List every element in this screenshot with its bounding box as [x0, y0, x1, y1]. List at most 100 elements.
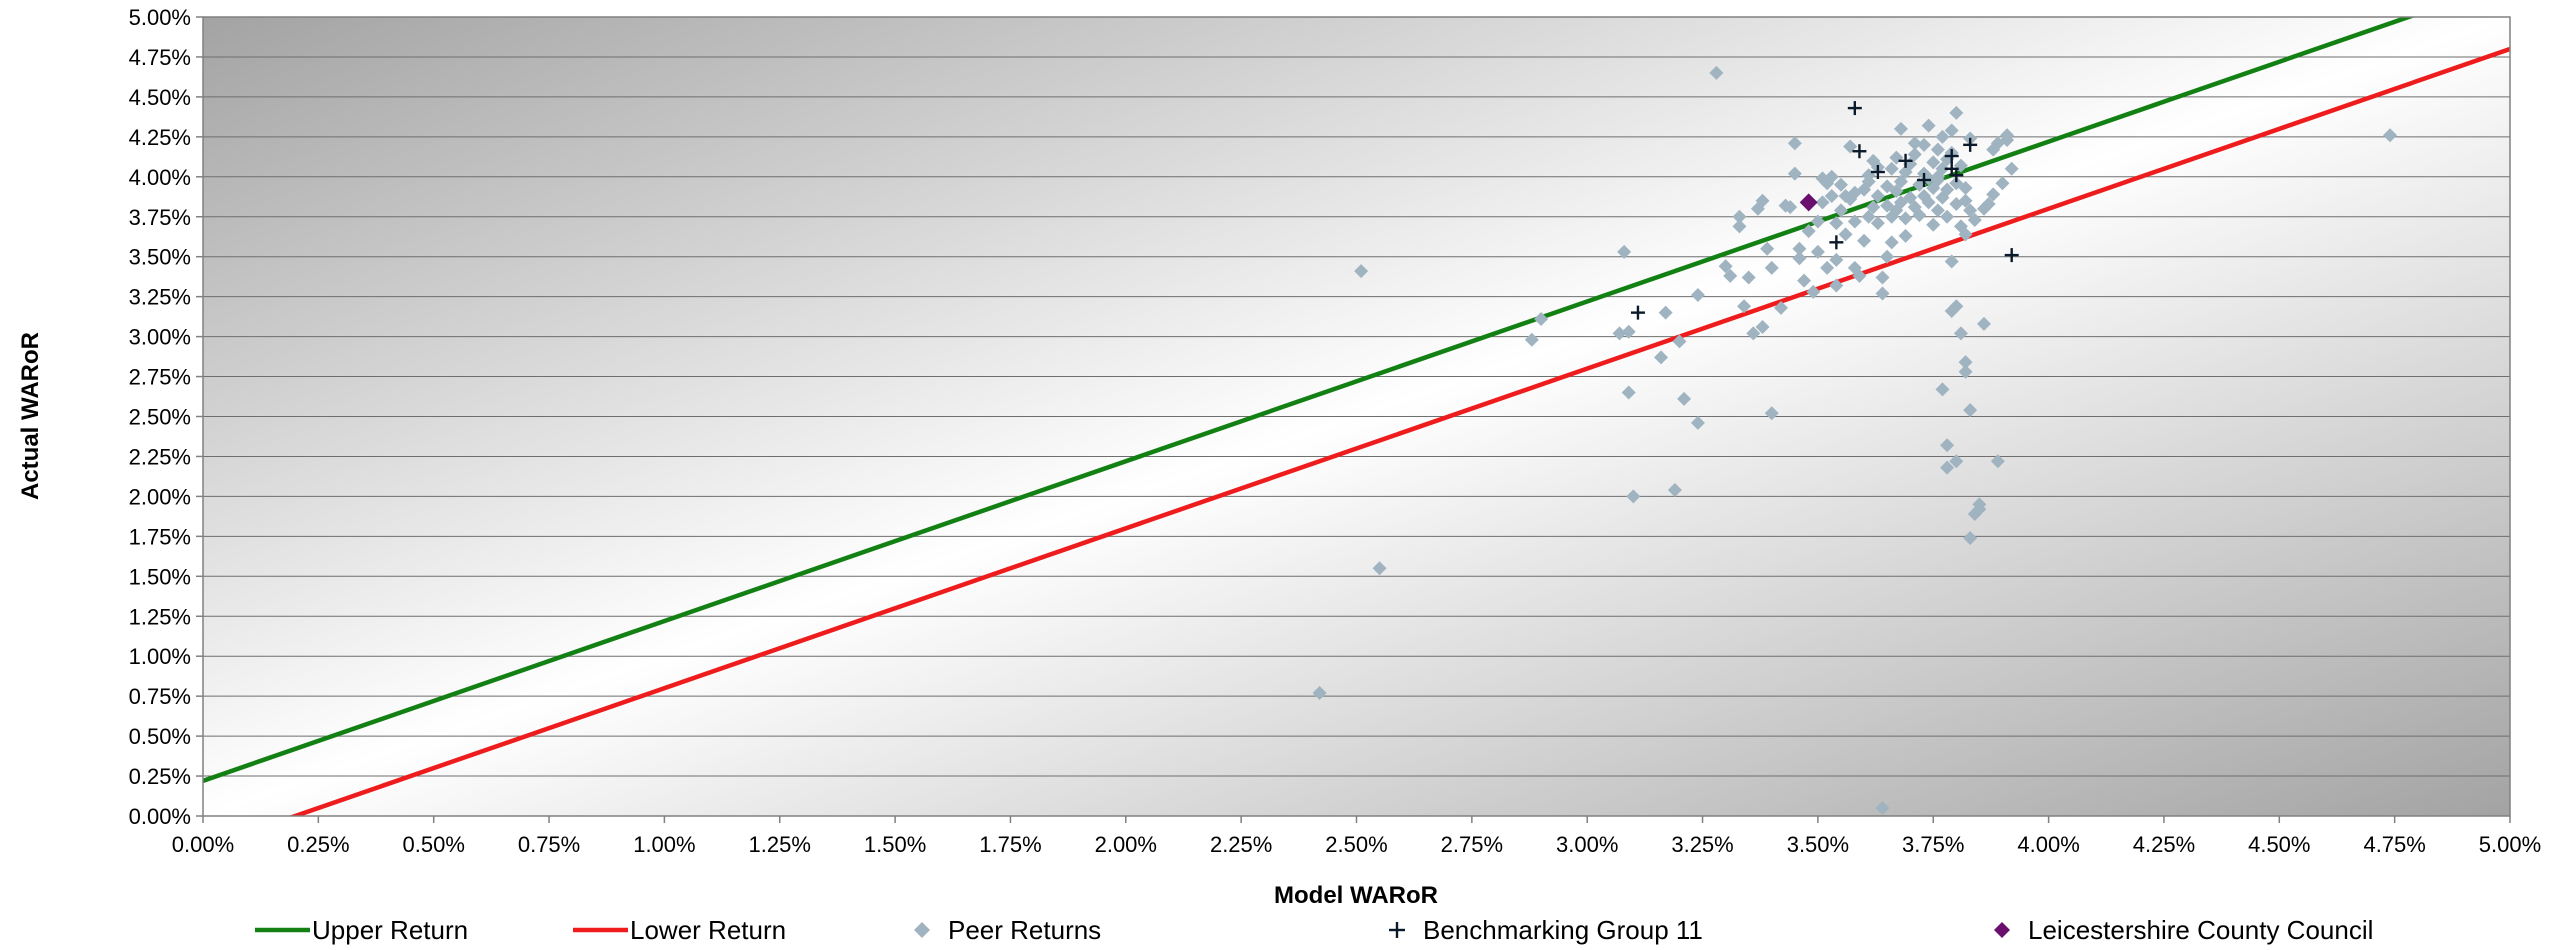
x-tick-label: 3.50% [1787, 832, 1849, 857]
y-tick-label: 1.25% [129, 604, 191, 629]
peer-point [1617, 244, 1632, 259]
peer-point [1880, 198, 1895, 213]
peer-point [1990, 454, 2005, 469]
x-tick-label: 5.00% [2479, 832, 2541, 857]
peer-point [1857, 233, 1872, 248]
y-tick-label: 4.50% [129, 85, 191, 110]
peer-point [1843, 139, 1858, 154]
benchmark-point [1898, 153, 1913, 168]
peer-point [1372, 561, 1387, 576]
peer-point [1667, 483, 1682, 498]
peer-point [1810, 214, 1825, 229]
legend-label: Leicestershire County Council [2028, 915, 2373, 945]
peer-point [1718, 259, 1733, 274]
y-tick-label: 0.00% [129, 804, 191, 829]
peer-point [1773, 300, 1788, 315]
peer-point [1870, 188, 1885, 203]
peer-point [2004, 161, 2019, 176]
peer-point [1833, 177, 1848, 192]
peer-point [1958, 180, 1973, 195]
peer-point [2383, 128, 2398, 143]
x-tick-label: 4.75% [2363, 832, 2425, 857]
y-tick-label: 2.00% [129, 484, 191, 509]
peer-point [1944, 123, 1959, 138]
legend-swatch [1389, 922, 1405, 938]
peer-point [1792, 241, 1807, 256]
peer-point [1870, 216, 1885, 231]
peer-point [1949, 176, 1964, 191]
peer-point [1880, 179, 1895, 194]
peer-point [1912, 208, 1927, 223]
x-tick-label: 1.25% [749, 832, 811, 857]
peer-point [1963, 530, 1978, 545]
x-tick-label: 1.00% [633, 832, 695, 857]
peer-point [1967, 506, 1982, 521]
legend-item-leicestershire-county-council: Leicestershire County Council [1994, 915, 2373, 945]
peer-point [1958, 193, 1973, 208]
legend-item-lower-return: Lower Return [573, 915, 786, 945]
peer-point [1944, 254, 1959, 269]
peer-point [1949, 454, 1964, 469]
peer-point [1621, 324, 1636, 339]
peer-point [1903, 190, 1918, 205]
legend-label: Peer Returns [948, 915, 1101, 945]
peer-point [1935, 382, 1950, 397]
x-tick-label: 3.00% [1556, 832, 1618, 857]
peer-point [1764, 260, 1779, 275]
legend-item-benchmarking-group-11: Benchmarking Group 11 [1389, 915, 1703, 945]
peer-point [1732, 219, 1747, 234]
peer-point [1612, 326, 1627, 341]
council-point [1799, 193, 1818, 212]
peer-point [1732, 209, 1747, 224]
peer-point [1981, 196, 1996, 211]
peer-point [1787, 136, 1802, 151]
peer-point [1893, 195, 1908, 210]
peer-point [1907, 136, 1922, 151]
y-tick-label: 3.00% [129, 325, 191, 350]
peer-point [1755, 193, 1770, 208]
peer-point [1889, 184, 1904, 199]
peer-point [1723, 268, 1738, 283]
peer-point [1829, 216, 1844, 231]
peer-point [1986, 187, 2001, 202]
legend-label: Upper Return [312, 915, 468, 945]
peer-point [1861, 174, 1876, 189]
peer-point [1958, 355, 1973, 370]
x-tick-label: 3.75% [1902, 832, 1964, 857]
peer-point [1838, 227, 1853, 242]
peer-point [1977, 316, 1992, 331]
x-tick-label: 2.25% [1210, 832, 1272, 857]
peer-point [1907, 147, 1922, 162]
peer-point [1940, 438, 1955, 453]
peer-point [1801, 224, 1816, 239]
peer-point [1783, 200, 1798, 215]
peer-point [1861, 209, 1876, 224]
peer-point [1815, 195, 1830, 210]
peer-point [1672, 334, 1687, 349]
benchmark-point [2004, 248, 2019, 263]
legend-swatch [914, 922, 930, 938]
benchmark-point [1870, 165, 1885, 180]
legend-item-peer-returns: Peer Returns [914, 915, 1101, 945]
x-tick-label: 1.50% [864, 832, 926, 857]
x-tick-label: 4.00% [2017, 832, 2079, 857]
peer-point [1930, 169, 1945, 184]
peer-point [1746, 326, 1761, 341]
peer-point [1995, 176, 2010, 191]
series-line-upper-return [203, 17, 2416, 783]
peer-point [1312, 685, 1327, 700]
y-tick-label: 4.00% [129, 165, 191, 190]
peer-point [1898, 211, 1913, 226]
peer-point [1658, 305, 1673, 320]
peer-point [1755, 320, 1770, 335]
peer-point [1875, 801, 1890, 816]
peer-point [1764, 406, 1779, 421]
peer-point [1654, 350, 1669, 365]
peer-point [1893, 174, 1908, 189]
peer-point [1787, 166, 1802, 181]
peer-point [1880, 249, 1895, 264]
peer-point [1354, 264, 1369, 279]
peer-point [1926, 217, 1941, 232]
peer-point [1824, 169, 1839, 184]
